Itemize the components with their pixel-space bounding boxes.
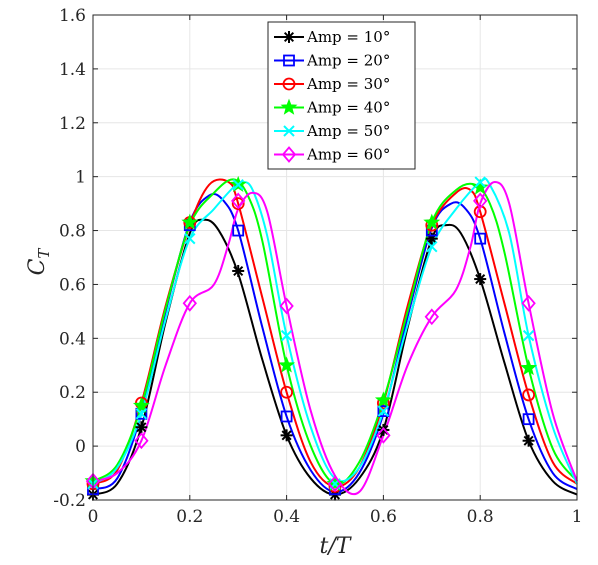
- series-1-marker: [135, 421, 148, 434]
- series-5-marker: [474, 176, 486, 188]
- series-6-marker: [521, 294, 536, 312]
- axis-ticks: [92, 14, 578, 501]
- series-3-marker: [280, 385, 294, 399]
- x-tick-label: 0.2: [176, 507, 203, 527]
- series-4-marker: [278, 356, 296, 373]
- series-6-marker: [134, 432, 149, 450]
- legend-label-1: Amp = 10°: [306, 28, 390, 46]
- series-5-marker: [377, 405, 390, 417]
- series-line-5: [92, 177, 578, 485]
- series-6-marker: [376, 426, 391, 444]
- legend: Amp = 10° Amp = 20° Amp = 30° Amp = 40° Amp …: [267, 21, 416, 170]
- x-tick-label: 0.6: [370, 507, 397, 527]
- legend-marker-5: [283, 125, 295, 137]
- series-4-marker: [181, 213, 199, 230]
- legend-box: [267, 21, 416, 170]
- series-4-marker: [132, 396, 150, 413]
- legend-label-3: Amp = 30°: [306, 75, 390, 93]
- y-tick-label: 1: [75, 168, 86, 188]
- y-axis-label-group: CT: [25, 248, 53, 276]
- y-tick-label: 0.4: [59, 329, 86, 349]
- series-5-marker: [522, 329, 535, 342]
- series-5-marker: [280, 329, 293, 342]
- series-markers: [84, 175, 538, 501]
- legend-label-5: Amp = 50°: [306, 122, 390, 140]
- series-2-marker: [474, 232, 487, 245]
- series-4-marker: [471, 178, 489, 195]
- series-3-marker: [522, 388, 535, 402]
- x-tick-label: 1: [572, 507, 583, 527]
- series-2-marker: [232, 224, 245, 237]
- legend-marker-4: [280, 98, 298, 115]
- series-4-marker: [423, 213, 441, 230]
- series-6-marker: [279, 297, 294, 315]
- series-6-marker: [182, 294, 197, 312]
- x-tick-label: 0.8: [467, 507, 494, 527]
- y-axis-label-main: C: [25, 258, 50, 275]
- series-2-marker: [377, 405, 390, 417]
- x-tick-labels: 0 0.2 0.4 0.6 0.8 1: [88, 507, 583, 527]
- series-4-marker: [374, 391, 392, 408]
- y-tick-label: -0.2: [53, 491, 86, 511]
- y-tick-label: 1.6: [59, 6, 86, 26]
- y-tick-label: 0: [75, 437, 86, 457]
- legend-marker-3: [282, 77, 296, 91]
- legend-marker-6: [281, 146, 297, 163]
- series-1-marker: [280, 429, 293, 442]
- series-6-marker: [327, 475, 343, 493]
- x-tick-label: 0.4: [273, 507, 300, 527]
- series-5-marker: [184, 232, 196, 245]
- legend-marker-1: [283, 31, 295, 43]
- series-5-marker: [135, 408, 148, 420]
- y-tick-label: 0.2: [59, 383, 86, 403]
- series-2-marker: [280, 410, 293, 423]
- series-4-marker: [520, 359, 538, 376]
- y-tick-labels: -0.2 0 0.2 0.4 0.6 0.8 1 1.2 1.4 1.6: [53, 6, 86, 511]
- series-2-marker: [522, 413, 535, 426]
- series-5-marker: [232, 179, 244, 191]
- legend-label-6: Amp = 60°: [306, 146, 390, 164]
- series-6-marker: [424, 308, 439, 326]
- y-tick-label: 1.2: [59, 114, 86, 134]
- x-axis-label: t/T: [320, 534, 353, 559]
- y-tick-label: 0.8: [59, 222, 86, 242]
- legend-label-4: Amp = 40°: [306, 99, 390, 117]
- y-tick-label: 1.4: [59, 60, 86, 80]
- series-3-marker: [473, 205, 487, 219]
- series-5-marker: [426, 241, 438, 253]
- plot-frame: [92, 14, 578, 501]
- y-tick-label: 0.6: [59, 275, 86, 295]
- legend-label-2: Amp = 20°: [306, 52, 390, 70]
- x-tick-label: 0: [88, 507, 99, 527]
- series-1-marker: [474, 273, 487, 286]
- legend-marker-2: [283, 54, 295, 67]
- series-1-marker: [232, 264, 245, 277]
- y-axis-label: CT: [25, 248, 53, 276]
- series-1-marker: [522, 434, 535, 447]
- y-axis-label-subscript: T: [35, 248, 53, 259]
- series-6-marker: [473, 192, 488, 210]
- series-6-marker: [231, 192, 246, 210]
